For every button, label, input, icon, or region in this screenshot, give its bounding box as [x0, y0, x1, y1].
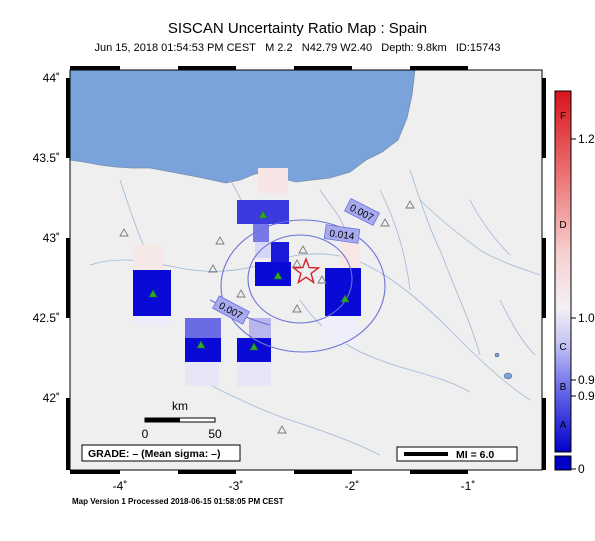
- lon-tick: -4˚: [113, 479, 128, 493]
- colorbar-value: 0.9: [578, 389, 595, 403]
- colorbar-grade: B: [560, 382, 567, 393]
- lon-tick: -1˚: [461, 479, 476, 493]
- colorbar-grade: C: [559, 342, 566, 353]
- colorbar-value: 1.2: [578, 132, 595, 146]
- event-date: Jun 15, 2018 01:54:53 PM CEST: [94, 42, 256, 54]
- longitude-ticks: -4˚ -3˚ -2˚ -1˚: [113, 479, 476, 493]
- epicenter-star-icon: [291, 256, 321, 285]
- colorbar-grade: A: [560, 420, 567, 431]
- colorbar-grade: F: [560, 111, 566, 122]
- lon-tick: -3˚: [229, 479, 244, 493]
- rivers: [89, 169, 541, 456]
- scale-label: 50: [208, 427, 222, 441]
- sea-area: [70, 70, 416, 184]
- contributing-stations: [148, 210, 350, 351]
- lakes: [494, 352, 513, 380]
- colorbar-value: 0.9: [578, 373, 595, 387]
- mi-text: MI = 6.0: [456, 449, 494, 461]
- colorbar-value: 1.0: [578, 311, 595, 325]
- latitude-ticks: 44˚ 43.5˚ 43˚ 42.5˚ 42˚: [33, 71, 60, 405]
- map-frame: [66, 66, 546, 474]
- lat-tick: 44˚: [43, 71, 60, 85]
- high-uncertainty-cells: [133, 200, 361, 362]
- scale-label: 0: [142, 427, 149, 441]
- lat-tick: 43˚: [43, 231, 60, 245]
- grade-text: GRADE: – (Mean sigma: –): [88, 448, 220, 460]
- colorbar-grade: D: [559, 220, 566, 231]
- event-location: N42.79 W2.40: [301, 42, 373, 54]
- map-footer: Map Version 1 Processed 2018-06-15 01:58…: [72, 497, 284, 506]
- colorbar-value: 0: [578, 462, 585, 476]
- scale-unit: km: [172, 399, 188, 413]
- contour-label-2: 0.014: [329, 228, 356, 242]
- low-uncertainty-cells: [133, 168, 360, 386]
- map-subtitle: Jun 15, 2018 01:54:53 PM CEST M 2.2 N42.…: [0, 42, 595, 54]
- map-title: SISCAN Uncertainty Ratio Map : Spain: [167, 20, 428, 37]
- lat-tick: 43.5˚: [33, 151, 60, 165]
- scale-bar: km 0 50: [142, 399, 222, 441]
- grade-box: GRADE: – (Mean sigma: –): [81, 444, 241, 462]
- lat-tick: 42˚: [43, 391, 60, 405]
- event-depth: Depth: 9.8km: [381, 42, 447, 54]
- event-id: ID:15743: [455, 42, 501, 54]
- mi-box: MI = 6.0: [396, 446, 518, 462]
- lat-tick: 42.5˚: [33, 311, 60, 325]
- seismic-stations: [119, 200, 415, 434]
- event-magnitude: M 2.2: [265, 42, 293, 54]
- colorbar: F D C B A 1.2 1.0 0.9 0.9 0: [554, 90, 595, 476]
- lon-tick: -2˚: [345, 479, 360, 493]
